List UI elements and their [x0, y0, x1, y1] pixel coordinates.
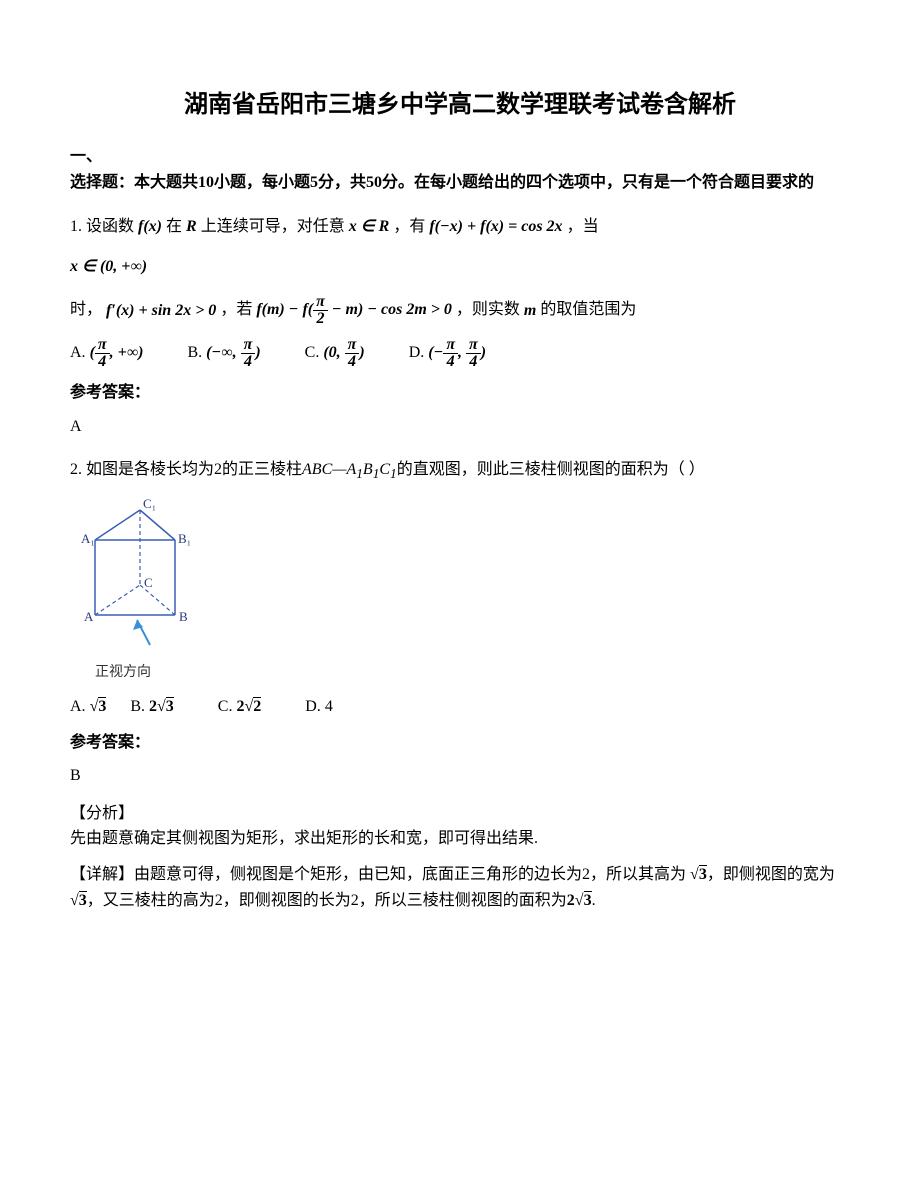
- q2-analysis-text: 先由题意确定其侧视图为矩形，求出矩形的长和宽，即可得出结果.: [70, 826, 850, 852]
- question-1: 1. 设函数 f(x) 在 R 上连续可导，对任意 x ∈ R ，有 f(−x)…: [70, 214, 850, 439]
- q1-m: m: [524, 298, 536, 324]
- q1-optB-label: B.: [187, 344, 202, 361]
- q2-optB-val: 2√3: [149, 697, 174, 715]
- q1-eq3: f(m) − f(π2 − m) − cos 2m > 0: [256, 294, 452, 327]
- q1-option-d: D. (−π4, π4): [409, 337, 486, 370]
- q1-optC-open: (0,: [323, 344, 344, 361]
- section-number: 一、: [70, 148, 102, 165]
- q2-detail-b: ，即侧视图的宽为: [707, 866, 835, 883]
- q2-text-a: 2. 如图是各棱长均为2的正三棱柱: [70, 461, 302, 478]
- q2-optA-label: A.: [70, 698, 86, 715]
- q2-option-a: A. √3: [70, 694, 106, 720]
- q1-optD-num2: π: [466, 337, 481, 354]
- q2-sqrt3-a: √3: [690, 865, 707, 883]
- q2-answer-label: 参考答案：: [70, 730, 850, 756]
- section-one-header: 一、 选择题：本大题共10小题，每小题5分，共50分。在每小题给出的四个选项中，…: [70, 144, 850, 195]
- q1-eq3-left: f(m) − f(: [256, 301, 313, 318]
- q1-optD-mid: ,: [458, 344, 466, 361]
- q1-answer-label: 参考答案：: [70, 380, 850, 406]
- q2-figure-caption: 正视方向: [95, 662, 850, 684]
- q1-xinR: x ∈ R: [349, 214, 390, 240]
- q1-options: A. (π4, +∞) B. (−∞, π4) C. (0, π4) D. (−…: [70, 337, 850, 370]
- q1-t1c: ，有: [393, 218, 425, 235]
- q1-optC-close: ): [359, 344, 364, 361]
- q2-figure: A₁ B₁ C₁ A B C 正视方向: [70, 495, 850, 684]
- label-B1: B₁: [178, 531, 191, 546]
- q1-optC-label: C.: [305, 344, 320, 361]
- q2-option-b: B. 2√3: [130, 694, 173, 720]
- q2-optA-val: √3: [90, 697, 107, 715]
- q1-eq2: f′(x) + sin 2x > 0: [106, 298, 216, 324]
- q1-optD-num1: π: [443, 337, 458, 354]
- q1-optD-open: (−: [428, 344, 443, 361]
- q2-options: A. √3 B. 2√3 C. 2√2 D. 4: [70, 694, 850, 720]
- q1-optB-open: (−∞,: [206, 344, 240, 361]
- q2-analysis-label: 【分析】: [70, 801, 850, 827]
- label-C: C: [144, 575, 153, 590]
- q2-optC-val: 2√2: [236, 697, 261, 715]
- q1-R: R: [186, 214, 197, 240]
- q1-optD-label: D.: [409, 344, 425, 361]
- q1-optC-den: 4: [345, 354, 360, 370]
- q1-optD-den1: 4: [443, 354, 458, 370]
- q2-detail-d: .: [592, 892, 596, 909]
- q1-option-a: A. (π4, +∞): [70, 337, 143, 370]
- q1-optC-num: π: [345, 337, 360, 354]
- question-2: 2. 如图是各棱长均为2的正三棱柱ABC—A1B1C1的直观图，则此三棱柱侧视图…: [70, 457, 850, 913]
- q1-option-c: C. (0, π4): [305, 337, 365, 370]
- q2-prism2: B: [363, 461, 373, 478]
- q2-detail-c: ，又三棱柱的高为2，即侧视图的长为2，所以三棱柱侧视图的面积为: [87, 892, 567, 909]
- q2-optB-label: B.: [130, 698, 145, 715]
- label-A: A: [84, 609, 94, 624]
- q2-sub3: 1: [390, 466, 397, 481]
- prism-diagram: A₁ B₁ C₁ A B C: [70, 495, 220, 660]
- q1-t2c: ，则实数: [456, 301, 520, 318]
- q1-fx: f(x): [138, 214, 162, 240]
- q1-option-b: B. (−∞, π4): [187, 337, 260, 370]
- q2-answer-value: B: [70, 763, 850, 789]
- q2-prism3: C: [379, 461, 390, 478]
- label-B: B: [179, 609, 188, 624]
- q1-eq3-right: − m) − cos 2m > 0: [328, 301, 452, 318]
- q1-optA-label: A.: [70, 344, 86, 361]
- q1-optD-den2: 4: [466, 354, 481, 370]
- q1-optA-den: 4: [95, 354, 110, 370]
- q1-prefix: 1. 设函数: [70, 218, 134, 235]
- section-instructions: 选择题：本大题共10小题，每小题5分，共50分。在每小题给出的四个选项中，只有是…: [70, 174, 814, 191]
- q2-option-d: D. 4: [305, 694, 333, 720]
- q1-eq1: f(−x) + f(x) = cos 2x: [429, 214, 562, 240]
- q2-sub1: 1: [356, 466, 363, 481]
- q1-t1a: 在: [166, 218, 182, 235]
- q1-eq3-num: π: [313, 294, 328, 311]
- q2-option-c: C. 2√2: [218, 694, 261, 720]
- q1-optD-close: ): [481, 344, 486, 361]
- q1-t1d: ，当: [567, 218, 599, 235]
- q2-result: 2√3: [567, 891, 592, 909]
- q1-optB-num: π: [241, 337, 256, 354]
- q2-optD-label: D.: [305, 698, 321, 715]
- q2-detail-a: 由题意可得，侧视图是个矩形，由已知，底面正三角形的边长为2，所以其高为: [134, 866, 686, 883]
- q1-answer-value: A: [70, 414, 850, 440]
- q1-optB-close: ): [255, 344, 260, 361]
- q1-t1b: 上连续可导，对任意: [201, 218, 345, 235]
- q1-optB-den: 4: [241, 354, 256, 370]
- q1-eq3-den: 2: [313, 311, 328, 327]
- q2-prism1: ABC—A: [302, 461, 356, 478]
- q2-optD-val: 4: [325, 698, 333, 715]
- label-A1: A₁: [81, 531, 95, 546]
- label-C1: C₁: [143, 496, 156, 511]
- q2-detail-label: 【详解】: [70, 866, 134, 883]
- q2-sqrt3-b: √3: [70, 891, 87, 909]
- page-title: 湖南省岳阳市三塘乡中学高二数学理联考试卷含解析: [70, 86, 850, 124]
- q2-detail: 【详解】由题意可得，侧视图是个矩形，由已知，底面正三角形的边长为2，所以其高为 …: [70, 862, 850, 913]
- q1-optA-num: π: [95, 337, 110, 354]
- q1-domain: x ∈ (0, +∞): [70, 254, 147, 280]
- q1-t2b: ，若: [220, 301, 252, 318]
- q1-t2d: 的取值范围为: [540, 301, 636, 318]
- q1-t2a: 时，: [70, 301, 102, 318]
- q2-optC-label: C.: [218, 698, 233, 715]
- q1-optA-close: , +∞): [110, 344, 144, 361]
- q2-text-b: 的直观图，则此三棱柱侧视图的面积为（ ）: [397, 461, 705, 478]
